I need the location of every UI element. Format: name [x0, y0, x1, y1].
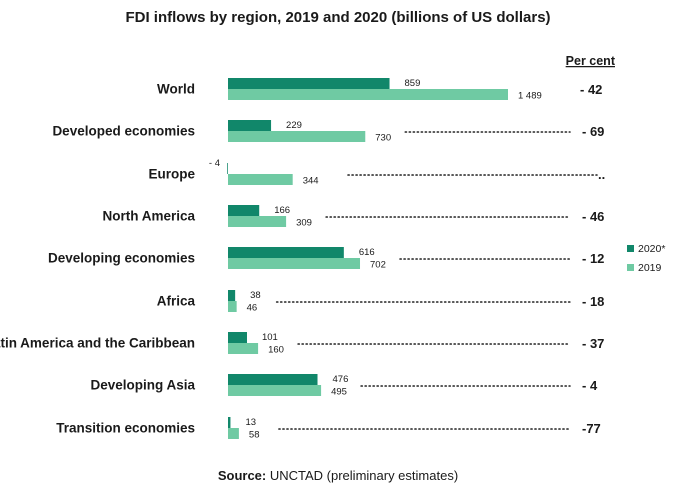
category-label: Transition economies	[56, 421, 195, 436]
data-label-2019: 309	[296, 218, 312, 229]
category-label: Africa	[157, 294, 196, 309]
data-label-2019: 730	[375, 133, 391, 144]
category-labels: World Developed economies Europe North Amer…	[0, 82, 195, 436]
bars: 859 1 489 229 730 - 4 344 166 309 616 702 38 46 101 1…	[209, 78, 542, 441]
data-label-2020: 13	[245, 417, 256, 428]
data-label-2019: 58	[249, 430, 260, 441]
source-text: UNCTAD (preliminary estimates)	[269, 468, 459, 483]
percent-header: Per cent	[566, 54, 616, 68]
chart-title: FDI inflows by region, 2019 and 2020 (bi…	[125, 9, 551, 26]
bar-2020	[227, 163, 228, 174]
data-label-2019: 1 489	[518, 91, 542, 102]
category-label: Developing Asia	[90, 378, 195, 393]
bar-2019	[228, 131, 366, 142]
percent-change-label: - 4	[582, 378, 598, 393]
percent-change-label: - 18	[582, 294, 604, 309]
percent-change-labels: Per cent - 42 - 69.. - 46 - 12 - 18 - 37 - 4 -7…	[566, 54, 616, 436]
category-label: Europe	[148, 167, 195, 182]
data-label-2020: 101	[262, 332, 278, 343]
category-label: Latin America and the Caribbean	[0, 336, 195, 351]
data-label-2020: 166	[274, 205, 290, 216]
bar-2019	[228, 385, 322, 396]
category-label: World	[157, 82, 195, 97]
bar-2020	[228, 120, 272, 131]
data-label-2019: 344	[303, 176, 319, 187]
percent-change-label: - 46	[582, 209, 604, 224]
data-label-2020: 859	[405, 78, 421, 89]
category-label: Developed economies	[52, 124, 195, 139]
data-label-2020: 616	[359, 247, 375, 258]
category-label: Developing economies	[48, 251, 195, 266]
source-line: Source: UNCTAD (preliminary estimates)	[0, 468, 676, 483]
percent-change-label: - 12	[582, 251, 604, 266]
leader-dots	[275, 131, 598, 430]
percent-change-label: - 37	[582, 336, 604, 351]
bar-2019	[228, 428, 239, 439]
bar-2019	[228, 258, 361, 269]
percent-change-label: - 69	[582, 124, 604, 139]
legend-swatch	[627, 245, 634, 252]
percent-change-label: -77	[582, 421, 601, 436]
data-label-2019: 495	[331, 387, 347, 398]
data-label-2020: - 4	[209, 158, 220, 169]
legend-swatch	[627, 264, 634, 271]
bar-2019	[228, 216, 287, 227]
source-label: Source:	[217, 468, 267, 483]
bar-2019	[228, 301, 237, 312]
category-label: North America	[102, 209, 195, 224]
bar-2020	[228, 205, 260, 216]
data-label-2019: 702	[370, 260, 386, 271]
percent-change-label: ..	[598, 167, 605, 182]
bar-2020	[228, 247, 344, 258]
bar-2020	[228, 290, 236, 301]
data-label-2020: 229	[286, 120, 302, 131]
data-label-2019: 46	[247, 303, 258, 314]
legend-label: 2020*	[638, 243, 665, 255]
legend: 2020* 2019	[627, 243, 665, 274]
bar-2020	[228, 417, 231, 428]
data-label-2020: 476	[333, 374, 349, 385]
data-label-2019: 160	[268, 345, 284, 356]
bar-2020	[228, 374, 318, 385]
bar-2019	[228, 89, 508, 100]
data-label-2020: 38	[250, 290, 261, 301]
bar-2020	[228, 78, 390, 89]
bar-2020	[228, 332, 247, 343]
legend-label: 2019	[638, 262, 662, 274]
bar-2019	[228, 343, 259, 354]
bar-2019	[228, 174, 293, 185]
percent-change-label: - 42	[580, 82, 602, 97]
